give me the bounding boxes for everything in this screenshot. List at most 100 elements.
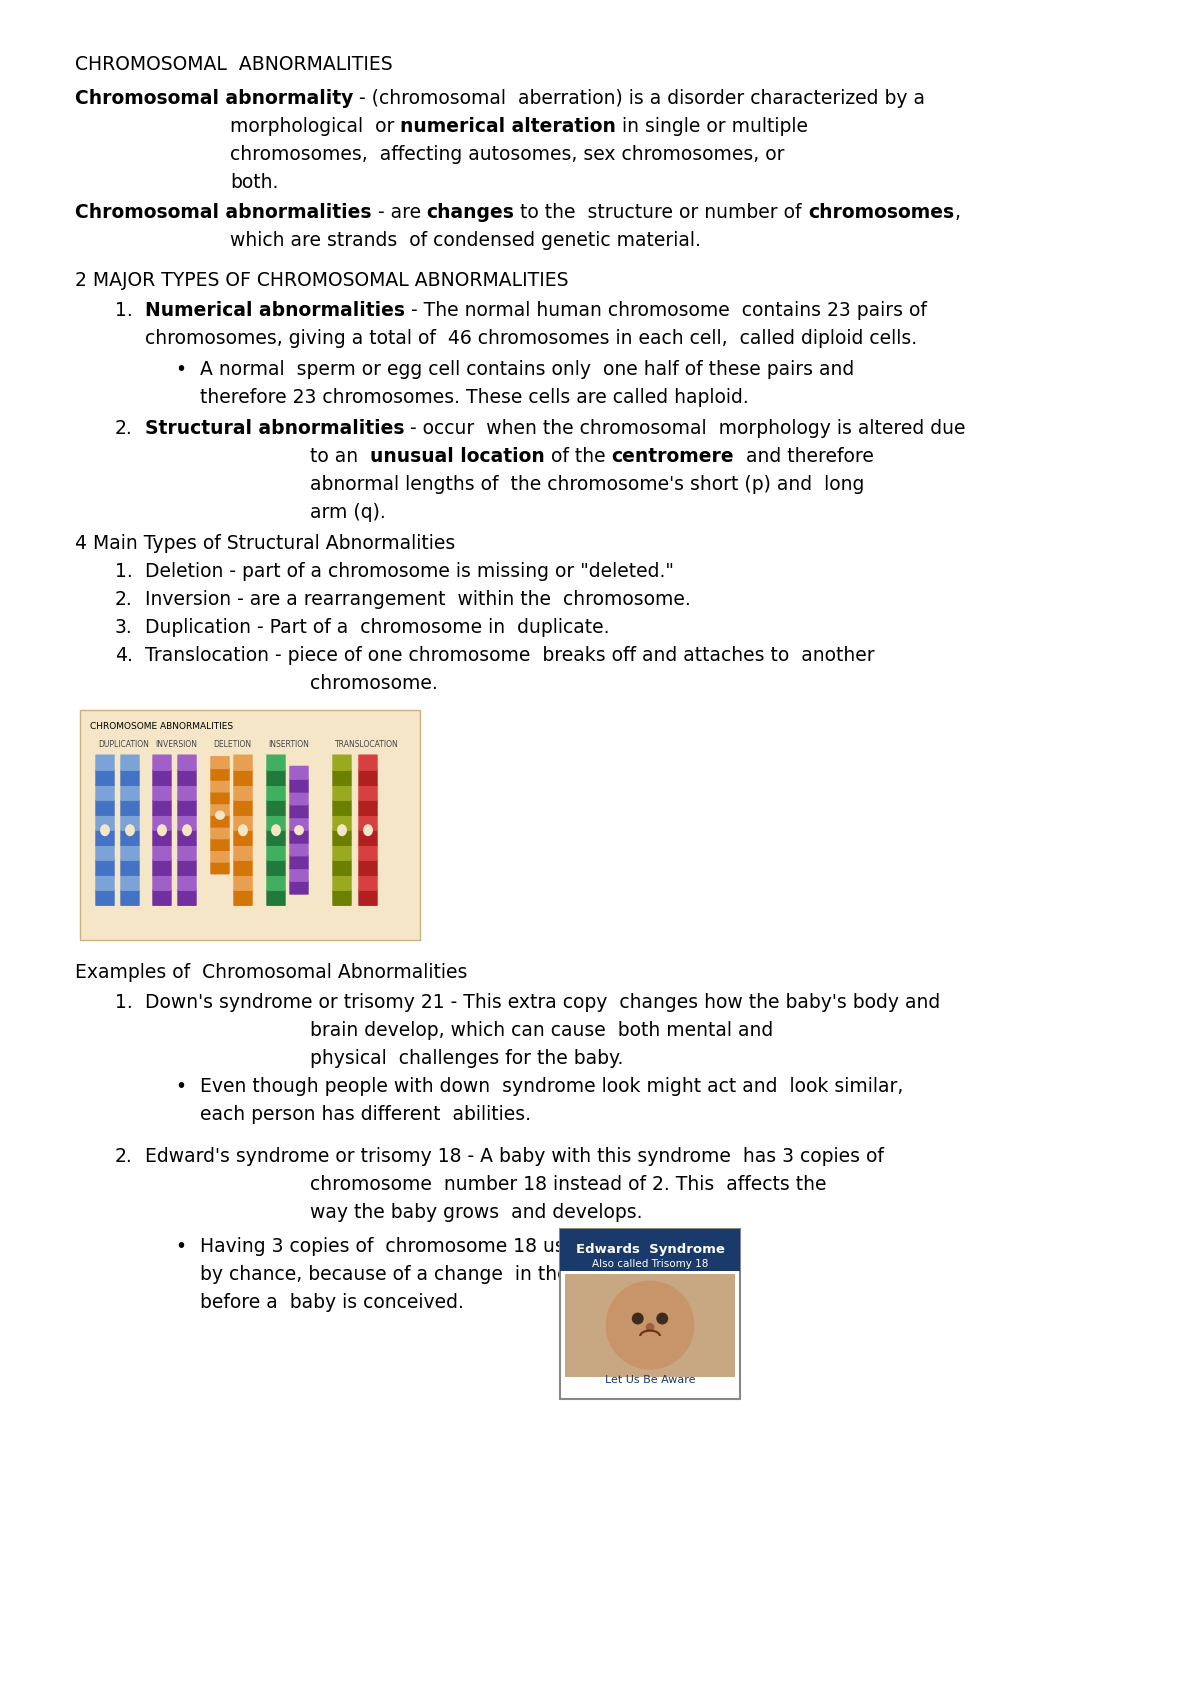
Text: both.: both. (230, 173, 278, 192)
FancyBboxPatch shape (95, 785, 115, 802)
Text: ,: , (954, 203, 960, 222)
Text: 3.: 3. (115, 617, 133, 637)
FancyBboxPatch shape (332, 785, 352, 802)
Text: Examples of  Chromosomal Abnormalities: Examples of Chromosomal Abnormalities (74, 963, 467, 981)
FancyBboxPatch shape (332, 815, 352, 831)
FancyBboxPatch shape (289, 842, 308, 856)
Text: 1.: 1. (115, 302, 133, 320)
Text: Deletion - part of a chromosome is missing or "deleted.": Deletion - part of a chromosome is missi… (145, 561, 674, 581)
FancyBboxPatch shape (152, 829, 172, 846)
Circle shape (647, 1324, 654, 1331)
FancyBboxPatch shape (95, 890, 115, 905)
FancyBboxPatch shape (95, 770, 115, 786)
FancyBboxPatch shape (266, 770, 286, 786)
FancyBboxPatch shape (233, 844, 253, 861)
Circle shape (606, 1281, 694, 1370)
FancyBboxPatch shape (210, 768, 229, 781)
FancyBboxPatch shape (233, 815, 253, 831)
Text: INSERTION: INSERTION (268, 741, 308, 749)
FancyBboxPatch shape (359, 875, 378, 892)
Bar (565, 1273, 734, 1376)
Ellipse shape (157, 824, 167, 836)
FancyBboxPatch shape (359, 785, 378, 802)
FancyBboxPatch shape (359, 890, 378, 905)
Text: which are strands  of condensed genetic material.: which are strands of condensed genetic m… (230, 232, 701, 251)
Text: 4 Main Types of Structural Abnormalities: 4 Main Types of Structural Abnormalities (74, 534, 455, 553)
Ellipse shape (182, 824, 192, 836)
Text: Having 3 copies of  chromosome 18 usually happens: Having 3 copies of chromosome 18 usually… (200, 1237, 696, 1256)
FancyBboxPatch shape (332, 875, 352, 892)
FancyBboxPatch shape (332, 844, 352, 861)
FancyBboxPatch shape (233, 859, 253, 876)
Text: unusual location: unusual location (370, 447, 545, 466)
FancyBboxPatch shape (178, 844, 197, 861)
FancyBboxPatch shape (289, 817, 308, 831)
FancyBboxPatch shape (359, 859, 378, 876)
Text: by chance, because of a change  in the sperm or egg: by chance, because of a change in the sp… (200, 1264, 701, 1285)
Text: Even though people with down  syndrome look might act and  look similar,: Even though people with down syndrome lo… (200, 1078, 904, 1097)
Text: Inversion - are a rearrangement  within the  chromosome.: Inversion - are a rearrangement within t… (145, 590, 691, 609)
FancyBboxPatch shape (359, 844, 378, 861)
Bar (560, 1229, 740, 1271)
Text: Edwards  Syndrome: Edwards Syndrome (576, 1242, 725, 1256)
FancyBboxPatch shape (560, 1229, 740, 1398)
FancyBboxPatch shape (210, 825, 229, 839)
FancyBboxPatch shape (152, 815, 172, 831)
FancyBboxPatch shape (332, 754, 352, 771)
Text: CHROMOSOME ABNORMALITIES: CHROMOSOME ABNORMALITIES (90, 722, 233, 731)
Text: 4.: 4. (115, 646, 133, 664)
FancyBboxPatch shape (210, 780, 229, 793)
Ellipse shape (271, 824, 281, 836)
FancyBboxPatch shape (120, 829, 139, 846)
Text: Duplication - Part of a  chromosome in  duplicate.: Duplication - Part of a chromosome in du… (145, 617, 610, 637)
Text: morphological  or: morphological or (230, 117, 401, 136)
Text: - are: - are (372, 203, 427, 222)
Text: •: • (175, 361, 186, 380)
Text: DUPLICATION: DUPLICATION (98, 741, 149, 749)
FancyBboxPatch shape (152, 859, 172, 876)
Circle shape (632, 1314, 643, 1324)
Text: A normal  sperm or egg cell contains only  one half of these pairs and: A normal sperm or egg cell contains only… (200, 361, 854, 380)
Text: numerical alteration: numerical alteration (401, 117, 617, 136)
FancyBboxPatch shape (289, 854, 308, 870)
FancyBboxPatch shape (178, 890, 197, 905)
FancyBboxPatch shape (178, 800, 197, 815)
Text: - The normal human chromosome  contains 23 pairs of: - The normal human chromosome contains 2… (406, 302, 926, 320)
FancyBboxPatch shape (289, 880, 308, 895)
Text: chromosome  number 18 instead of 2. This  affects the: chromosome number 18 instead of 2. This … (310, 1175, 827, 1195)
Ellipse shape (215, 810, 224, 820)
FancyBboxPatch shape (178, 875, 197, 892)
Text: CHROMOSOMAL  ABNORMALITIES: CHROMOSOMAL ABNORMALITIES (74, 54, 392, 75)
FancyBboxPatch shape (120, 770, 139, 786)
Text: Numerical abnormalities: Numerical abnormalities (145, 302, 406, 320)
Text: - (chromosomal  aberration) is a disorder characterized by a: - (chromosomal aberration) is a disorder… (353, 88, 925, 107)
FancyBboxPatch shape (120, 875, 139, 892)
FancyBboxPatch shape (95, 815, 115, 831)
FancyBboxPatch shape (266, 844, 286, 861)
FancyBboxPatch shape (266, 800, 286, 815)
FancyBboxPatch shape (233, 829, 253, 846)
Ellipse shape (125, 824, 134, 836)
Text: 1.: 1. (115, 561, 133, 581)
Ellipse shape (364, 824, 373, 836)
FancyBboxPatch shape (152, 844, 172, 861)
FancyBboxPatch shape (95, 844, 115, 861)
Ellipse shape (100, 824, 110, 836)
FancyBboxPatch shape (289, 778, 308, 793)
FancyBboxPatch shape (120, 815, 139, 831)
Text: •: • (175, 1237, 186, 1256)
FancyBboxPatch shape (359, 754, 378, 771)
Text: INVERSION: INVERSION (155, 741, 197, 749)
FancyBboxPatch shape (332, 770, 352, 786)
Text: centromere: centromere (612, 447, 734, 466)
FancyBboxPatch shape (289, 868, 308, 881)
FancyBboxPatch shape (359, 770, 378, 786)
Text: before a  baby is conceived.: before a baby is conceived. (200, 1293, 464, 1312)
FancyBboxPatch shape (359, 829, 378, 846)
FancyBboxPatch shape (120, 785, 139, 802)
FancyBboxPatch shape (120, 754, 139, 771)
FancyBboxPatch shape (152, 800, 172, 815)
Text: chromosomes,  affecting autosomes, sex chromosomes, or: chromosomes, affecting autosomes, sex ch… (230, 144, 785, 164)
Text: DELETION: DELETION (214, 741, 251, 749)
FancyBboxPatch shape (210, 756, 229, 770)
